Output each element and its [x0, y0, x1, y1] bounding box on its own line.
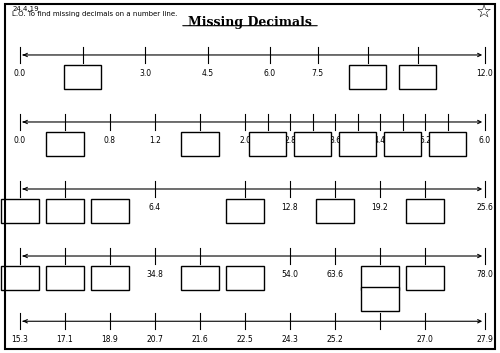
- Text: 4.5: 4.5: [202, 69, 213, 78]
- Bar: [2, 199, 39, 223]
- Text: 54.0: 54.0: [282, 270, 298, 279]
- Text: 24.3: 24.3: [282, 335, 298, 345]
- Bar: [46, 132, 84, 156]
- Text: 19.2: 19.2: [372, 203, 388, 212]
- Text: 20.7: 20.7: [146, 335, 164, 345]
- Bar: [361, 266, 399, 290]
- Text: 25.2: 25.2: [326, 335, 344, 345]
- Bar: [429, 132, 466, 156]
- Text: 3.6: 3.6: [329, 136, 341, 145]
- Bar: [339, 132, 376, 156]
- Bar: [361, 287, 399, 311]
- Bar: [249, 132, 286, 156]
- Text: 2.8: 2.8: [284, 136, 296, 145]
- Text: 25.6: 25.6: [476, 203, 494, 212]
- Text: 17.1: 17.1: [56, 335, 74, 345]
- Text: 1.2: 1.2: [149, 136, 161, 145]
- Text: 63.6: 63.6: [326, 270, 344, 279]
- Text: 24.4.19: 24.4.19: [12, 6, 39, 12]
- Bar: [182, 132, 219, 156]
- Text: 0.0: 0.0: [14, 136, 26, 145]
- Bar: [349, 65, 386, 89]
- Bar: [226, 199, 264, 223]
- Bar: [182, 266, 219, 290]
- Bar: [384, 132, 422, 156]
- Bar: [46, 199, 84, 223]
- Text: 34.8: 34.8: [146, 270, 164, 279]
- Bar: [399, 65, 436, 89]
- Text: ☆: ☆: [476, 2, 492, 20]
- Text: 6.4: 6.4: [149, 203, 161, 212]
- Text: L.O. To find missing decimals on a number line.: L.O. To find missing decimals on a numbe…: [12, 11, 178, 17]
- Text: 15.3: 15.3: [12, 335, 28, 345]
- Text: 7.5: 7.5: [312, 69, 324, 78]
- Bar: [91, 266, 129, 290]
- Bar: [46, 266, 84, 290]
- Text: 27.0: 27.0: [416, 335, 434, 345]
- Bar: [294, 132, 331, 156]
- Text: 6.0: 6.0: [479, 136, 491, 145]
- Text: 12.8: 12.8: [282, 203, 298, 212]
- Bar: [2, 266, 39, 290]
- Bar: [406, 266, 444, 290]
- Text: 6.0: 6.0: [264, 69, 276, 78]
- Bar: [226, 266, 264, 290]
- Bar: [64, 65, 101, 89]
- Bar: [316, 199, 354, 223]
- Text: 18.9: 18.9: [102, 335, 118, 345]
- Bar: [91, 199, 129, 223]
- Text: 0.0: 0.0: [14, 69, 26, 78]
- Text: 27.9: 27.9: [476, 335, 494, 345]
- Text: 21.6: 21.6: [192, 335, 208, 345]
- Bar: [406, 199, 444, 223]
- Text: 78.0: 78.0: [476, 270, 494, 279]
- Text: 4.4: 4.4: [374, 136, 386, 145]
- Text: Missing Decimals: Missing Decimals: [188, 16, 312, 29]
- Text: 5.2: 5.2: [419, 136, 431, 145]
- Text: 12.0: 12.0: [476, 69, 494, 78]
- Text: 0.8: 0.8: [104, 136, 116, 145]
- Text: 3.0: 3.0: [139, 69, 151, 78]
- Text: 22.5: 22.5: [236, 335, 254, 345]
- Text: 2.0: 2.0: [239, 136, 251, 145]
